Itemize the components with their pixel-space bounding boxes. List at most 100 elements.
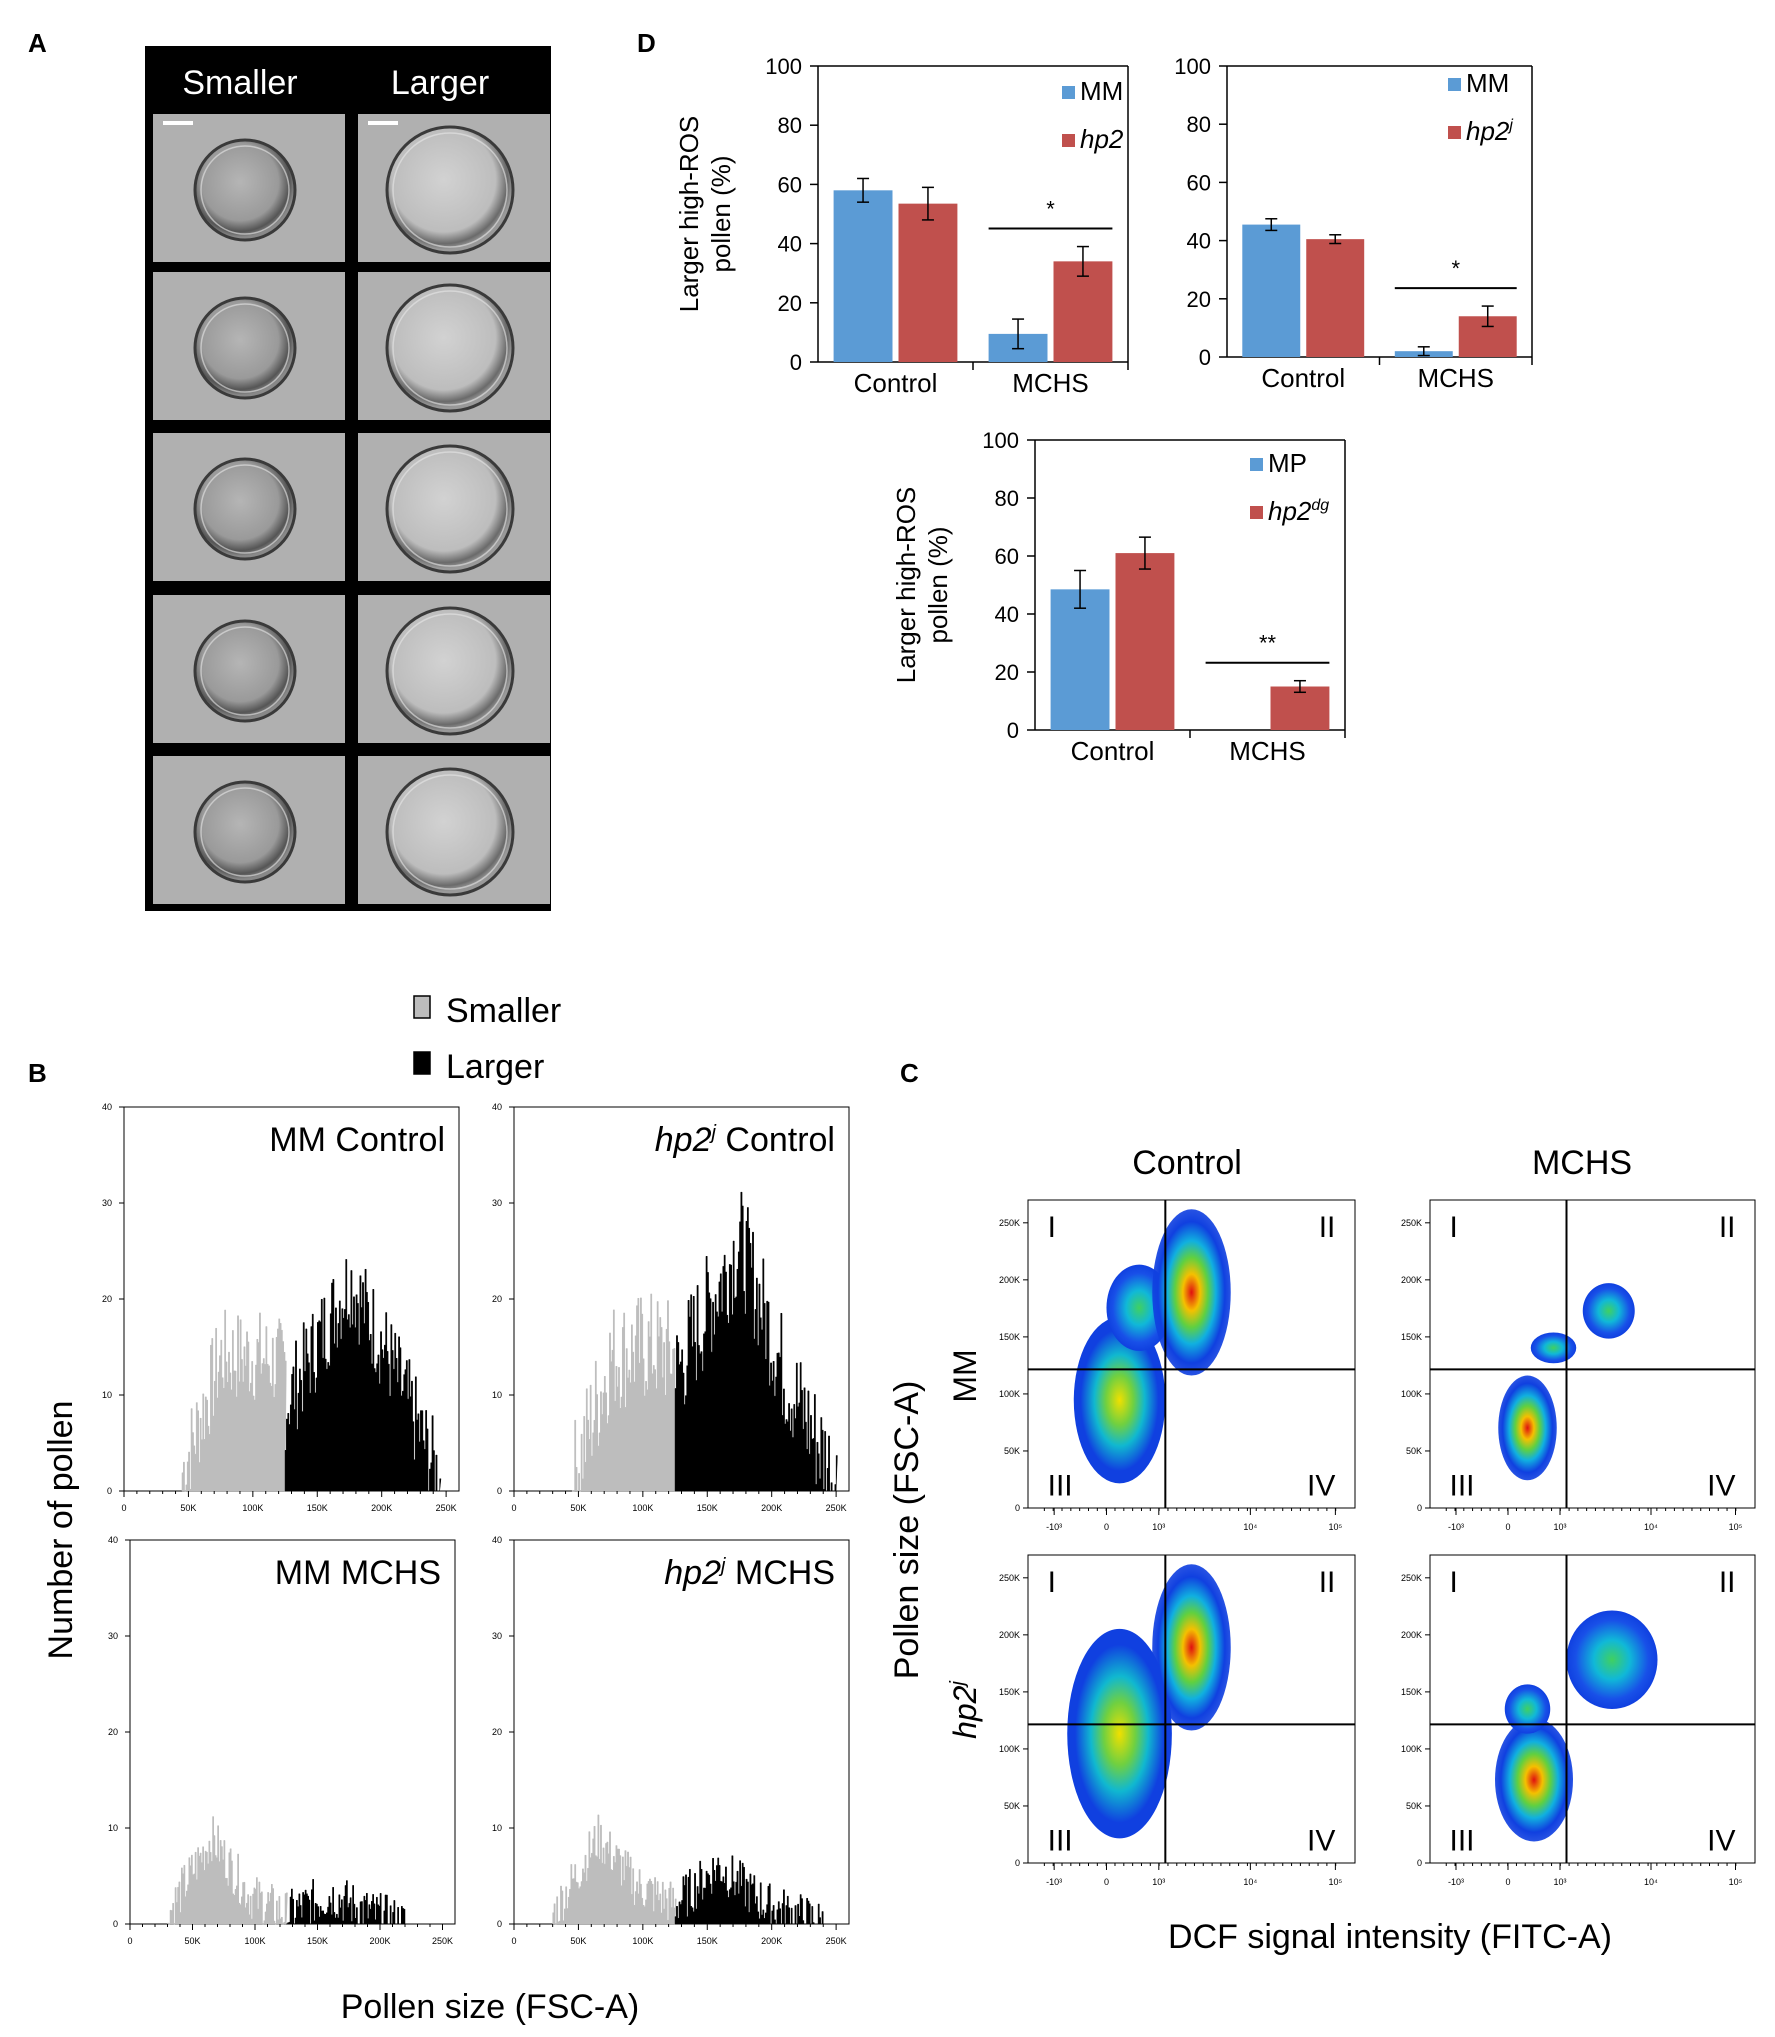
x-tick-label: 50K	[570, 1503, 586, 1513]
density-cluster	[1504, 1684, 1551, 1734]
quadrant-label-IV: IV	[1707, 1470, 1735, 1503]
histogram-bars-smaller	[167, 1816, 288, 1925]
bar-hp2-MCHS	[1053, 261, 1113, 362]
panel-d-bar-charts: 0 20 40 60 80 100 Control MCHS * MM hp2 Larger high…	[674, 54, 1533, 766]
panel-c-row-title-hp2j: hp2j	[947, 1681, 983, 1739]
panel-d-label: D	[637, 28, 656, 58]
x-tick-label: 50K	[570, 1936, 586, 1946]
title-sup: j	[708, 1122, 716, 1144]
quadrant-label-III: III	[1450, 1470, 1475, 1503]
x-tick-label: 0	[1505, 1522, 1510, 1532]
x-tick-label: 10³	[1553, 1877, 1566, 1887]
panel-b-ylabel: Number of pollen	[42, 1401, 80, 1660]
histogram-4: 0 10 20 30 40 0 50K 100K 150K 200K 250K hp2j MCHS	[492, 1535, 850, 1946]
y-tick-label: 100K	[999, 1744, 1020, 1754]
panel-a-header-larger: Larger	[391, 64, 489, 102]
histogram-3: 0 10 20 30 40 0 50K 100K 150K 200K 250K MM MCHS	[108, 1535, 456, 1946]
x-tick-label: -10³	[1046, 1877, 1062, 1887]
bar-MM-Control	[833, 190, 893, 362]
density-frame	[1429, 1554, 1756, 1864]
legend-label-main: MM	[1466, 68, 1509, 98]
y-tick-label: 20	[492, 1727, 502, 1737]
x-tick-label: 150K	[697, 1936, 718, 1946]
y-axis-label-line1: Larger high-ROS	[674, 116, 704, 313]
y-tick-label: 80	[1187, 112, 1211, 137]
x-tick-label: 250K	[826, 1503, 847, 1513]
histogram-bars-larger	[286, 1879, 407, 1925]
y-tick-label: 10	[492, 1390, 502, 1400]
panel-c-col-title-control: Control	[1132, 1144, 1242, 1182]
larger-pollen-cell	[385, 125, 515, 255]
y-tick-label: 200K	[999, 1275, 1020, 1285]
density-frame	[1429, 1199, 1756, 1509]
x-tick-label: 10⁴	[1243, 1522, 1257, 1532]
panel-a-label: A	[28, 28, 47, 58]
y-tick-label: 0	[1015, 1858, 1020, 1868]
y-tick-label: 30	[108, 1631, 118, 1641]
y-tick-label: 250K	[1401, 1573, 1422, 1583]
bar-MM-Control	[1242, 224, 1301, 357]
panel-c-xlabel: DCF signal intensity (FITC-A)	[1168, 1918, 1612, 1956]
y-tick-label: 20	[995, 660, 1019, 685]
density-cluster	[1495, 1718, 1573, 1842]
y-tick-label: 40	[108, 1535, 118, 1545]
x-tick-label: MCHS	[1012, 368, 1089, 398]
x-tick-label: 10⁵	[1729, 1877, 1743, 1887]
x-tick-label: 0	[511, 1936, 516, 1946]
density-cluster	[1152, 1209, 1231, 1376]
quadrant-label-III: III	[1048, 1470, 1073, 1503]
y-tick-label: 40	[995, 602, 1019, 627]
y-axis-label-line1: Larger high-ROS	[891, 487, 921, 684]
title-text: MM Control	[269, 1121, 445, 1159]
y-tick-label: 50K	[1004, 1801, 1020, 1811]
histogram-bars-larger	[674, 1855, 825, 1925]
x-tick-label: Control	[1071, 736, 1155, 766]
histogram-bars-larger	[674, 1191, 838, 1492]
x-tick-label: MCHS	[1229, 736, 1306, 766]
y-tick-label: 30	[102, 1198, 112, 1208]
y-tick-label: 150K	[1401, 1332, 1422, 1342]
bar-chart-2: 0 20 40 60 80 100 Control MCHS * MM hp2j	[1174, 54, 1533, 393]
x-tick-label: 50K	[184, 1936, 200, 1946]
smaller-pollen-cell	[193, 457, 297, 561]
y-tick-label: 0	[113, 1919, 118, 1929]
x-tick-label: 0	[1505, 1877, 1510, 1887]
y-axis-label-line2: pollen (%)	[706, 155, 736, 272]
x-tick-label: MCHS	[1417, 363, 1494, 393]
legend-swatch	[1062, 134, 1075, 147]
legend-label-sup: j	[1507, 117, 1513, 134]
smaller-pollen-cell	[193, 619, 297, 723]
histogram-bars-smaller	[571, 1293, 677, 1492]
y-tick-label: 50K	[1406, 1446, 1422, 1456]
x-tick-label: 0	[511, 1503, 516, 1513]
cell-halo	[200, 303, 290, 393]
panel-c-density-plots: I II III IV 0 50K 100K 150K 200K 250K -10³ 0 10³ 10⁴ 1…	[999, 1199, 1756, 1887]
y-tick-label: 100K	[1401, 1389, 1422, 1399]
x-tick-label: 200K	[369, 1936, 390, 1946]
panel-c-col-title-mchs: MCHS	[1532, 1144, 1632, 1182]
panel-a-header-smaller: Smaller	[182, 64, 297, 102]
y-tick-label: 40	[778, 232, 802, 257]
cell-halo	[392, 451, 508, 567]
x-tick-label: 10³	[1152, 1522, 1165, 1532]
legend-label-main: MM	[1080, 76, 1123, 106]
cell-halo	[392, 774, 508, 890]
y-tick-label: 10	[108, 1823, 118, 1833]
y-tick-label: 30	[492, 1631, 502, 1641]
density-cluster	[1566, 1610, 1658, 1709]
histogram-frame	[513, 1539, 850, 1925]
x-tick-label: 100K	[632, 1936, 653, 1946]
x-tick-label: -10³	[1448, 1522, 1464, 1532]
significance-marker: **	[1259, 631, 1277, 656]
y-tick-label: 0	[1199, 345, 1211, 370]
panel-c-label: C	[900, 1058, 919, 1088]
legend-swatch	[1448, 78, 1461, 91]
x-tick-label: 10⁴	[1644, 1877, 1658, 1887]
y-tick-label: 250K	[1401, 1218, 1422, 1228]
y-tick-label: 250K	[999, 1573, 1020, 1583]
larger-pollen-cell	[385, 283, 515, 413]
smaller-pollen-cell	[193, 780, 297, 884]
